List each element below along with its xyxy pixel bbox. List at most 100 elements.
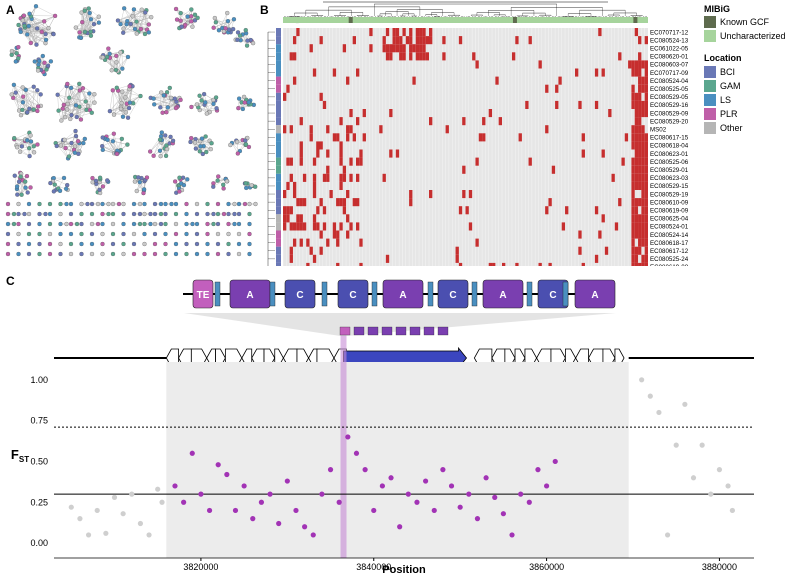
heatmap-cell (625, 133, 628, 141)
y-axis-label: FST (11, 447, 29, 464)
network-node (65, 183, 69, 187)
heatmap-cell (631, 101, 634, 109)
network-node (101, 136, 105, 140)
heatmap-cell (618, 198, 621, 206)
heatmap-cell (346, 133, 349, 141)
heatmap-cell (422, 28, 425, 36)
network-node (189, 105, 193, 109)
heatmap-cell (283, 206, 286, 214)
heatmap-cell (346, 190, 349, 198)
heatmap-cell (482, 133, 485, 141)
network-node (112, 132, 116, 136)
network-node (206, 202, 210, 206)
heatmap-cell (641, 141, 644, 149)
heatmap-cell (539, 60, 542, 68)
network-node (245, 39, 249, 43)
heatmap-cell (386, 255, 389, 263)
point-inside (414, 500, 419, 505)
point-inside (380, 483, 385, 488)
heatmap-cell (446, 125, 449, 133)
heatmap-cell (326, 239, 329, 247)
network-node (174, 212, 178, 216)
network-node (80, 242, 84, 246)
point-inside (509, 532, 514, 537)
heatmap-cell (645, 60, 648, 68)
mibig-known-mark (633, 17, 637, 23)
network-node (143, 222, 147, 226)
row-location-swatch (276, 198, 281, 206)
point-outside (656, 410, 661, 415)
heatmap-cell (409, 198, 412, 206)
network-node (174, 202, 178, 206)
network-node (128, 84, 132, 88)
network-node (101, 222, 105, 226)
heatmap-cell (310, 44, 313, 52)
network-node (78, 88, 82, 92)
heatmap-cell (628, 60, 631, 68)
heatmap-cell (495, 77, 498, 85)
point-outside (725, 483, 730, 488)
network-node (244, 186, 248, 190)
network-node (15, 51, 19, 55)
network-node (170, 202, 174, 206)
heatmap-cell (641, 77, 644, 85)
network-node (22, 14, 26, 18)
heatmap-cell (545, 125, 548, 133)
row-label: EC080525-24 (650, 256, 689, 263)
network-node (185, 232, 189, 236)
network-node (185, 212, 189, 216)
heatmap-cell (409, 52, 412, 60)
network-node (159, 154, 163, 158)
network-node (119, 50, 123, 54)
heatmap-cell (635, 166, 638, 174)
heatmap-cell (631, 141, 634, 149)
network-node (83, 9, 87, 13)
heatmap-cell (631, 166, 634, 174)
network-node (111, 232, 115, 236)
point-outside (682, 402, 687, 407)
network-node (142, 187, 146, 191)
network-node (216, 174, 220, 178)
network-node (52, 32, 56, 36)
row-label: EC080619-08 (650, 264, 689, 266)
network-node (138, 180, 142, 184)
network-node (65, 107, 69, 111)
heatmap-cell (313, 69, 316, 77)
network-node (73, 151, 77, 155)
heatmap-cell (353, 36, 356, 44)
heatmap-cell (293, 222, 296, 230)
heatmap-cell (469, 222, 472, 230)
heatmap-cell (402, 28, 405, 36)
network-node (127, 106, 131, 110)
network-node (206, 212, 210, 216)
network-node (59, 202, 63, 206)
heatmap-cell (389, 52, 392, 60)
network-node (21, 95, 25, 99)
heatmap-cell (296, 28, 299, 36)
network-edge (113, 90, 114, 114)
network-node (38, 202, 42, 206)
heatmap-cell (645, 85, 648, 93)
network-node (52, 189, 56, 193)
heatmap-cell (316, 206, 319, 214)
network-node (53, 183, 57, 187)
network-node (224, 26, 228, 30)
heatmap-cell (286, 158, 289, 166)
x-axis-label: Position (382, 564, 426, 576)
network-node (147, 30, 151, 34)
network-node (25, 138, 29, 142)
point-outside (77, 516, 82, 521)
network-node (101, 148, 105, 152)
heatmap-cell (638, 109, 641, 117)
network-node (21, 18, 25, 22)
network-node (143, 232, 147, 236)
row-location-swatch (276, 133, 281, 141)
network-node (44, 38, 48, 42)
network-node (101, 212, 105, 216)
heatmap-cell (595, 206, 598, 214)
heatmap-cell (313, 255, 316, 263)
network-node (27, 232, 31, 236)
row-label: EC080623-01 (650, 151, 689, 158)
network-node (143, 202, 147, 206)
